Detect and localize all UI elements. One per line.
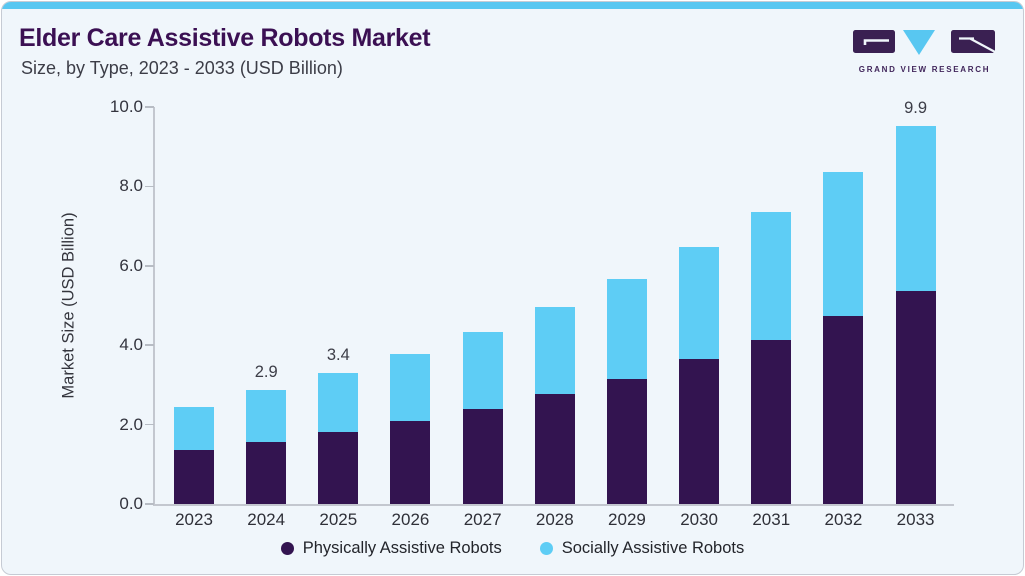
bar-physically-2029 [606, 379, 647, 504]
bar-socially-2033 [895, 126, 936, 291]
bar-physically-2023 [174, 449, 214, 504]
x-tick-label-2031: 2031 [752, 510, 791, 529]
y-tick-label: 6.0 [119, 255, 143, 275]
y-tick-label: 10.0 [109, 97, 143, 116]
x-tick-label-2032: 2032 [824, 510, 863, 529]
bar-physically-2027 [462, 409, 503, 504]
x-tick-label-2029: 2029 [608, 510, 646, 529]
legend-dot-icon [539, 542, 553, 555]
bar-socially-2030 [679, 247, 720, 360]
bar-physically-2030 [679, 359, 720, 504]
bar-total-label-2024: 2.9 [254, 363, 278, 382]
x-tick-label-2027: 2027 [463, 510, 502, 529]
legend-dot-icon [280, 542, 294, 555]
bar-physically-2031 [751, 339, 792, 504]
page-subtitle: Size, by Type, 2023 - 2033 (USD Billion) [21, 58, 343, 78]
y-tick-label: 0.0 [119, 494, 143, 513]
bar-total-label-2025: 3.4 [326, 345, 350, 364]
bar-total-label-2033: 9.9 [904, 99, 928, 118]
bar-physically-2026 [390, 421, 431, 504]
y-axis-line [153, 107, 155, 504]
bar-physically-2025 [318, 432, 359, 504]
bar-socially-2025 [318, 372, 359, 433]
x-tick-label-2030: 2030 [680, 510, 719, 529]
bar-socially-2027 [462, 332, 503, 410]
legend-label: Physically Assistive Robots [302, 539, 502, 557]
gvr-logo-wordmark: GRAND VIEW RESEARCH [858, 65, 991, 74]
y-tick-mark [145, 106, 154, 108]
y-tick-label: 8.0 [119, 176, 143, 196]
legend-item-socially: Socially Assistive Robots [539, 539, 745, 558]
bar-socially-2031 [751, 212, 792, 340]
x-tick-label-2028: 2028 [535, 510, 574, 529]
bar-socially-2026 [390, 353, 431, 421]
bar-physically-2032 [823, 316, 864, 504]
gvr-logo-mark-icon [853, 30, 998, 55]
bar-socially-2032 [823, 172, 864, 317]
y-tick-label: 2.0 [119, 414, 143, 434]
bar-socially-2023 [174, 406, 214, 450]
y-tick-label: 4.0 [119, 335, 143, 355]
bar-physically-2024 [246, 442, 287, 504]
y-tick-mark [145, 185, 154, 188]
bar-socially-2028 [534, 306, 575, 395]
y-tick-mark [145, 423, 154, 426]
y-tick-mark [145, 344, 154, 346]
bar-physically-2028 [534, 394, 575, 504]
legend-item-physically: Physically Assistive Robots [280, 539, 502, 558]
bar-socially-2029 [606, 278, 647, 380]
grand-view-research-logo: GRAND VIEW RESEARCH [852, 29, 998, 74]
x-tick-label-2026: 2026 [391, 510, 430, 529]
y-axis-title: Market Size (USD Billion) [59, 212, 78, 399]
y-tick-mark [145, 265, 154, 267]
legend-label: Socially Assistive Robots [561, 539, 745, 557]
chart-legend: Physically Assistive Robots Socially Assi… [2, 539, 1023, 558]
x-tick-label-2025: 2025 [319, 510, 358, 529]
bar-socially-2024 [246, 390, 287, 443]
x-axis-line [153, 504, 954, 506]
x-tick-label-2033: 2033 [896, 510, 935, 529]
page-title: Elder Care Assistive Robots Market [19, 24, 431, 52]
bar-physically-2033 [895, 290, 936, 504]
x-tick-label-2023: 2023 [175, 510, 213, 529]
top-accent-strip [2, 2, 1023, 9]
x-tick-label-2024: 2024 [247, 510, 286, 529]
y-tick-mark [145, 503, 154, 505]
